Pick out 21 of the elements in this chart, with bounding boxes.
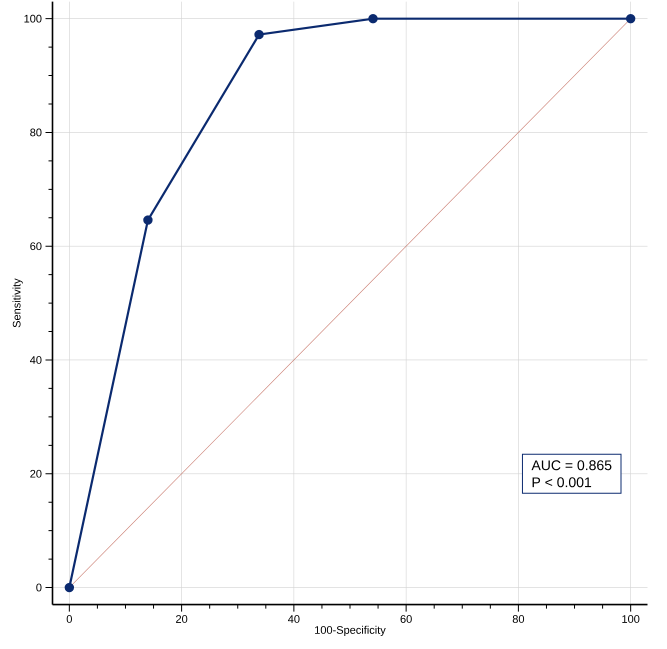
y-axis-title: Sensitivity bbox=[12, 278, 23, 328]
point bbox=[143, 215, 153, 225]
x-tick-label: 20 bbox=[176, 615, 188, 623]
x-axis-title: 100-Specificity bbox=[315, 626, 386, 636]
point bbox=[368, 14, 378, 24]
y-tick-label: 60 bbox=[30, 242, 42, 250]
annotation: AUC = 0.865 bbox=[531, 460, 612, 470]
point bbox=[64, 582, 74, 592]
x-tick-label: 80 bbox=[512, 615, 524, 623]
x-tick-label: 40 bbox=[288, 615, 300, 623]
x-tick-label: 60 bbox=[400, 615, 412, 623]
point bbox=[626, 14, 636, 24]
y-tick-label: 40 bbox=[30, 356, 42, 364]
y-tick-label: 20 bbox=[30, 470, 42, 478]
point bbox=[254, 30, 264, 40]
x-tick-label: 100 bbox=[622, 615, 640, 623]
x-tick-label: 0 bbox=[66, 615, 72, 623]
y-tick-label: 0 bbox=[36, 584, 42, 592]
y-tick-label: 100 bbox=[24, 14, 42, 23]
annotation: P < 0.001 bbox=[532, 477, 592, 488]
y-tick-label: 80 bbox=[30, 128, 42, 136]
